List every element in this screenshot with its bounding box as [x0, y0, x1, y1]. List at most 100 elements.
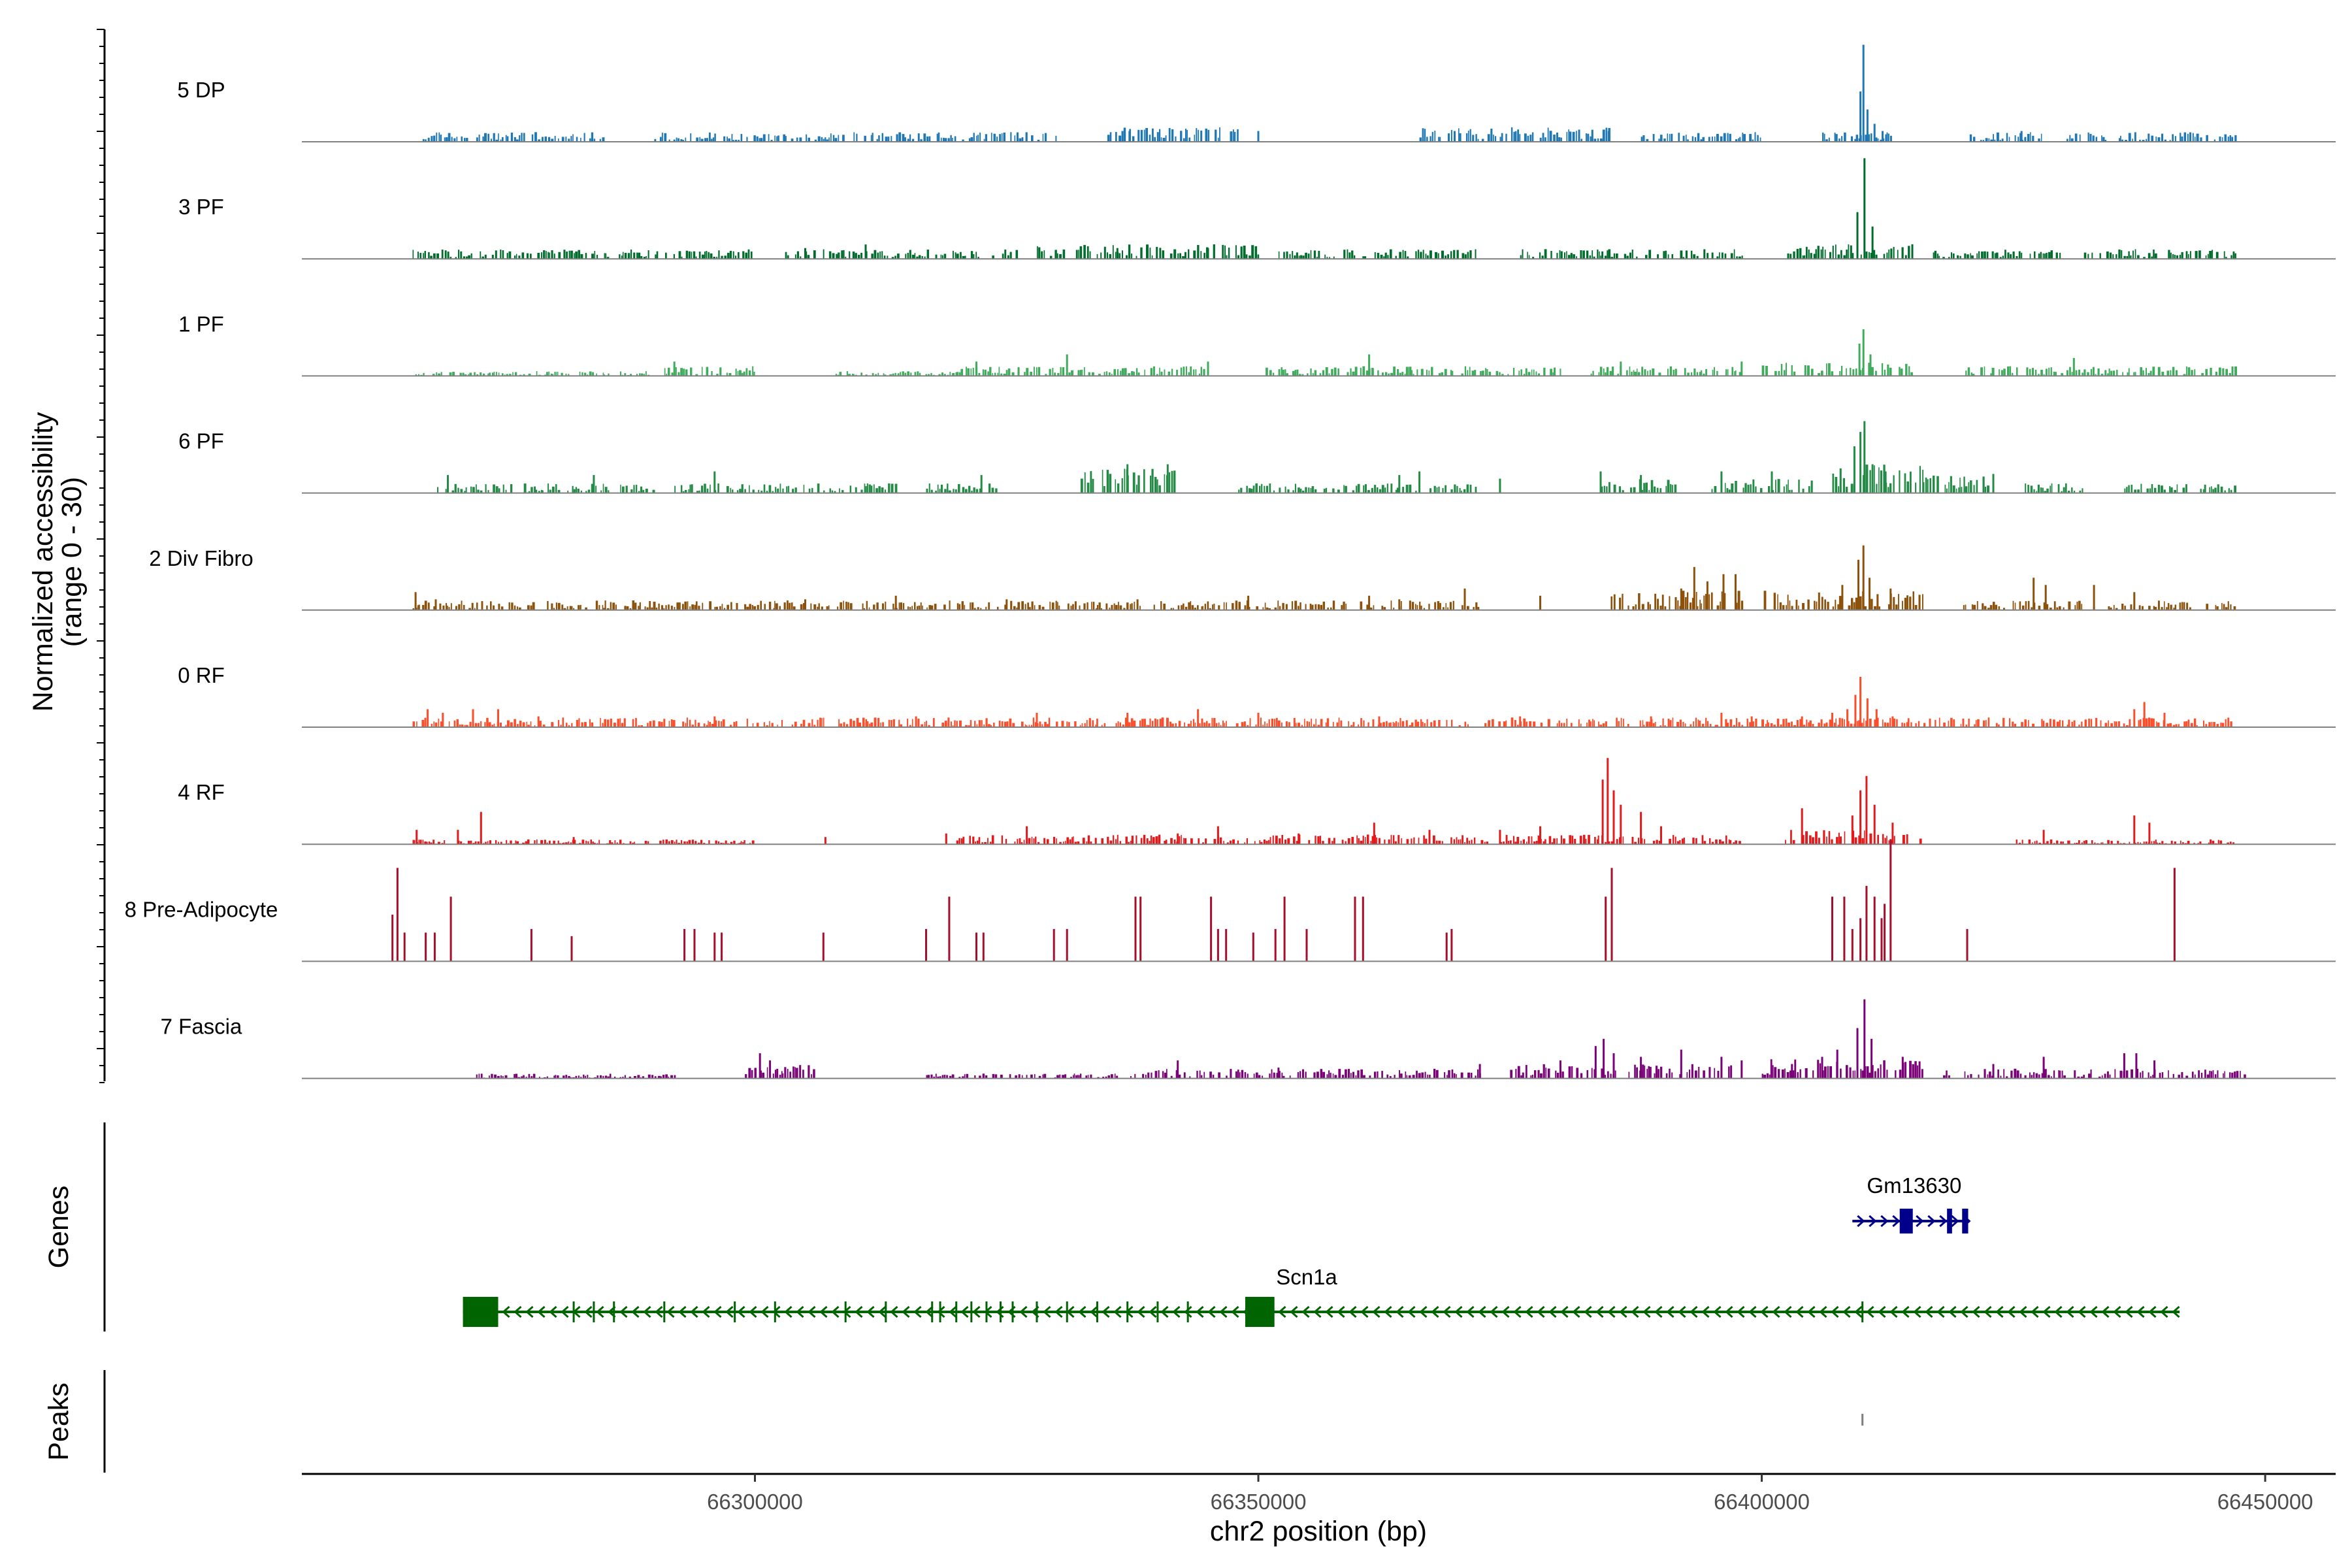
coverage-bar	[1652, 134, 1655, 142]
coverage-bar	[1845, 487, 1848, 493]
coverage-bar	[1792, 1070, 1795, 1079]
coverage-peak	[1869, 354, 1872, 376]
coverage-bar	[557, 489, 561, 493]
coverage-bar	[1164, 369, 1166, 376]
coverage-bar	[665, 839, 668, 845]
coverage-bar	[1086, 602, 1088, 610]
coverage-bar	[748, 1068, 751, 1079]
coverage-bar	[1765, 366, 1768, 376]
coverage-bar	[1084, 472, 1086, 493]
coverage-segment	[926, 1073, 1119, 1079]
coverage-bar	[1978, 1074, 1980, 1079]
coverage-bar	[2213, 139, 2216, 142]
coverage-bar	[565, 137, 567, 142]
coverage-bar	[1642, 1064, 1644, 1079]
coverage-bar	[1905, 363, 1908, 376]
coverage-bar	[1839, 468, 1842, 493]
coverage-bar	[1146, 838, 1149, 845]
coverage-bar	[2200, 1073, 2203, 1079]
coverage-bar	[1667, 254, 1669, 259]
strand-arrow	[878, 1305, 887, 1318]
coverage-bar	[794, 1067, 796, 1079]
coverage-bar	[629, 608, 632, 610]
coverage-bar	[428, 841, 431, 845]
coverage-bar	[970, 720, 972, 727]
coverage-bar	[1460, 1072, 1463, 1079]
coverage-bar	[1824, 250, 1826, 259]
coverage-bar	[548, 840, 551, 845]
coverage-bar	[678, 251, 681, 259]
coverage-bar	[791, 602, 793, 610]
coverage-bar	[1723, 133, 1726, 142]
coverage-bar	[2095, 717, 2098, 727]
coverage-peak	[530, 928, 532, 962]
coverage-bar	[1333, 838, 1335, 845]
coverage-bar	[819, 717, 821, 727]
coverage-bar	[1750, 484, 1752, 493]
coverage-bar	[1112, 245, 1114, 259]
coverage-bar	[735, 368, 737, 376]
coverage-bar	[1131, 603, 1133, 610]
coverage-bar	[495, 840, 497, 845]
coverage-bar	[2079, 134, 2081, 142]
coverage-bar	[1245, 254, 1248, 259]
coverage-bar	[2199, 841, 2202, 845]
coverage-bar	[570, 136, 572, 142]
coverage-bar	[546, 251, 547, 259]
coverage-bar	[1108, 372, 1111, 376]
coverage-bar	[973, 608, 976, 610]
coverage-bar	[1241, 1070, 1244, 1079]
coverage-bar	[633, 485, 635, 493]
coverage-bar	[1593, 1069, 1595, 1079]
coverage-bar	[1600, 255, 1601, 259]
coverage-bar	[1150, 835, 1152, 845]
coverage-peak	[1126, 713, 1129, 727]
coverage-bar	[1445, 255, 1447, 259]
coverage-bar	[2121, 250, 2123, 259]
coverage-bar	[610, 719, 612, 727]
coverage-bar	[1686, 135, 1687, 142]
coverage-bar	[1597, 138, 1599, 142]
coverage-bar	[1765, 724, 1767, 727]
coverage-bar	[823, 490, 825, 493]
coverage-bar	[1119, 841, 1122, 845]
coverage-bar	[1886, 132, 1888, 142]
coverage-bar	[830, 133, 832, 142]
coverage-segment	[1761, 1059, 1923, 1079]
coverage-bar	[1115, 839, 1117, 845]
coverage-bar	[995, 488, 998, 493]
coverage-bar	[639, 602, 641, 610]
coverage-bar	[1810, 480, 1813, 493]
coverage-bar	[1721, 591, 1723, 610]
coverage-bar	[1117, 721, 1119, 727]
coverage-bar	[2034, 369, 2037, 376]
coverage-bar	[956, 253, 959, 259]
coverage-bar	[2025, 483, 2027, 493]
coverage-bar	[2059, 253, 2061, 259]
coverage-bar	[1450, 837, 1452, 845]
coverage-bar	[1803, 725, 1806, 727]
coverage-bar	[517, 606, 518, 610]
coverage-bar	[1128, 841, 1130, 845]
coverage-bar	[527, 605, 530, 610]
coverage-bar	[706, 367, 709, 376]
coverage-bar	[1282, 1075, 1285, 1079]
coverage-bar	[1439, 602, 1441, 610]
coverage-peak	[1368, 595, 1371, 610]
coverage-bar	[1429, 1074, 1431, 1079]
coverage-bar	[1332, 488, 1335, 493]
coverage-bar	[943, 253, 947, 259]
strand-arrow	[749, 1305, 757, 1318]
coverage-bar	[2059, 1070, 2061, 1079]
coverage-bar	[1266, 485, 1268, 493]
coverage-bar	[1727, 369, 1729, 376]
coverage-bar	[1520, 840, 1522, 845]
coverage-bar	[1196, 1070, 1198, 1079]
coverage-bar	[1115, 132, 1117, 142]
coverage-segment	[745, 1065, 815, 1079]
coverage-peak	[975, 932, 977, 962]
coverage-bar	[1522, 249, 1524, 259]
coverage-bar	[555, 372, 557, 376]
coverage-bar	[1825, 722, 1828, 727]
coverage-bar	[1838, 596, 1842, 610]
